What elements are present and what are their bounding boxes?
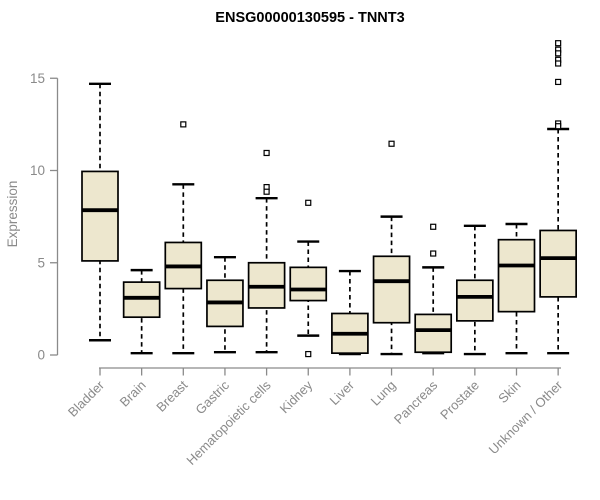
y-tick-label: 5 [37,255,45,270]
y-tick-label: 15 [30,71,45,86]
outlier-point [388,140,395,147]
box-group-bladder: Bladder [65,82,119,420]
outlier-point [305,199,312,206]
outlier-point [555,40,562,47]
outlier-point [555,50,562,57]
x-tick-label: Liver [326,377,357,408]
iqr-box [539,229,578,298]
outlier-point [263,188,270,195]
iqr-box [456,279,494,322]
x-tick-label: Brain [117,378,149,410]
outlier-point [555,123,562,130]
x-tick-label: Bladder [65,377,108,420]
iqr-box [372,255,411,324]
iqr-box [497,238,536,313]
box-group-breast: Breast [153,121,203,415]
outlier-point [305,350,312,358]
x-tick-label: Kidney [277,377,316,416]
outlier-point [263,149,270,157]
iqr-box [289,266,328,302]
iqr-box [414,313,453,354]
x-tick-label: Lung [368,378,399,409]
x-tick-label: Gastric [192,377,232,417]
box-group-skin: Skin [495,222,536,406]
outlier-point [430,250,437,257]
x-tick-label: Pancreas [391,377,441,427]
y-axis-label: Expression [5,181,20,248]
y-tick-label: 10 [30,163,45,178]
box-group-brain: Brain [117,268,161,410]
outlier-point [180,121,187,128]
x-tick-label: Skin [495,378,523,406]
iqr-box [81,170,119,262]
outlier-point [430,223,437,230]
y-tick-label: 0 [37,348,45,363]
x-tick-label: Prostate [437,378,482,423]
x-tick-label: Breast [153,377,190,414]
box-group-pancreas: Pancreas [391,223,453,427]
x-tick-label: Unknown / Other [486,377,566,457]
chart-title: ENSG00000130595 - TNNT3 [215,10,404,26]
outlier-point [555,60,562,67]
outlier-point [555,78,562,86]
box-group-liver: Liver [326,269,369,408]
